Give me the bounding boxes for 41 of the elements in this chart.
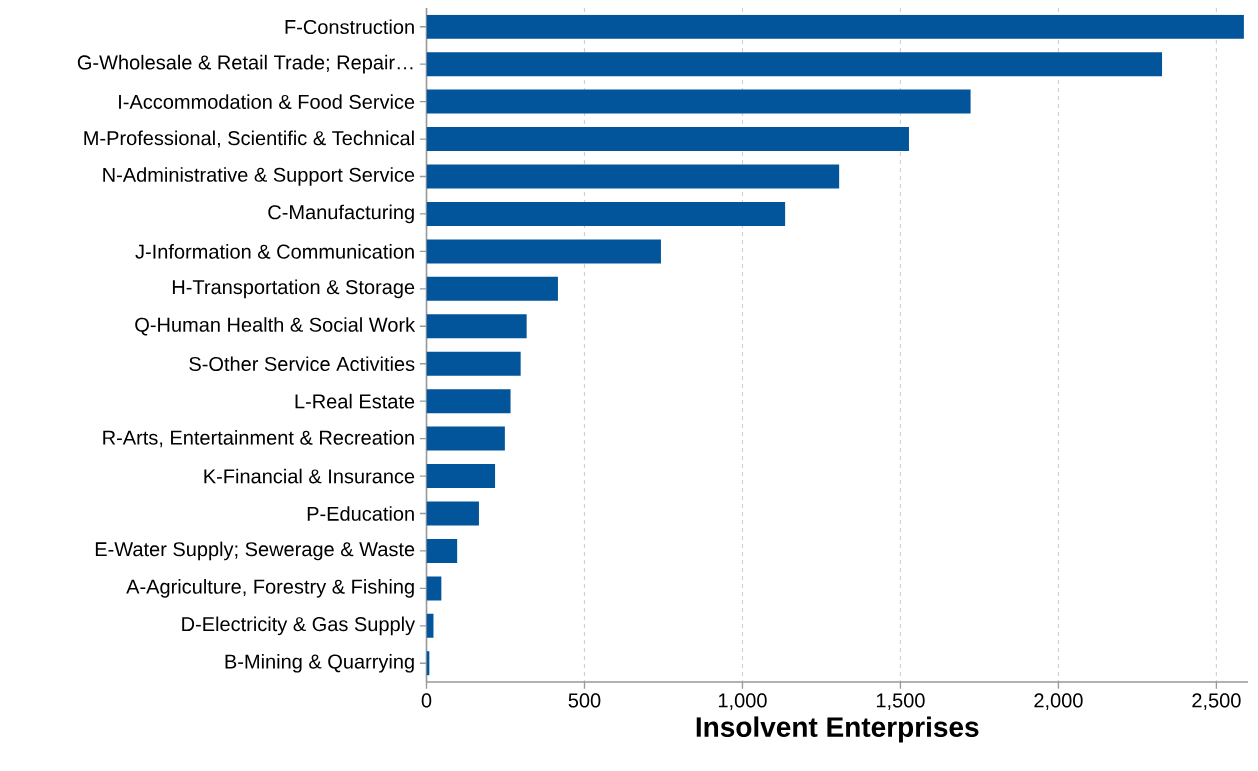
y-tick-label: H-Transportation & Storage — [172, 279, 415, 299]
bar — [426, 201, 786, 226]
y-tick-label: I-Accommodation & Food Service — [119, 94, 415, 109]
y-tick-label: E-Water Supply; Sewerage & Waste — [95, 541, 415, 561]
bar — [426, 239, 661, 264]
bar — [426, 127, 909, 152]
x-tick-label: 500 — [568, 693, 601, 708]
y-tick-label: S-Other Service Activities — [189, 356, 415, 372]
y-tick-label: J-Information & Communication — [135, 244, 414, 259]
bar — [426, 501, 479, 526]
y-tick-label: N-Administrative & Support Service — [103, 167, 415, 186]
y-tick-label: R-Arts, Entertainment & Recreation — [103, 430, 414, 448]
bar — [426, 389, 511, 414]
bar — [426, 314, 527, 339]
bar — [426, 576, 442, 601]
bar — [426, 14, 1244, 39]
y-tick-label: P-Education — [307, 506, 414, 521]
y-tick-label: L-Real Estate — [295, 393, 415, 409]
y-tick-label: G-Wholesale & Retail Trade; Repair… — [77, 54, 413, 74]
bar — [426, 89, 971, 114]
bar — [426, 164, 840, 189]
y-tick-label: D-Electricity & Gas Supply — [182, 616, 416, 636]
y-tick-label: F-Construction — [285, 19, 414, 35]
y-tick-label: A-Agriculture, Forestry & Fishing — [126, 579, 414, 598]
bar — [426, 276, 558, 301]
y-tick-label: M-Professional, Scientific & Technical — [84, 130, 414, 148]
bar — [426, 538, 458, 563]
y-tick-label: K-Financial & Insurance — [204, 468, 415, 484]
x-tick-label: 0 — [421, 693, 432, 708]
x-tick-label: 1,000 — [718, 693, 767, 710]
y-tick-label: Q-Human Health & Social Work — [135, 317, 416, 336]
y-tick-label: C-Manufacturing — [268, 204, 414, 224]
bar — [426, 351, 521, 376]
x-tick-label: 2,000 — [1034, 693, 1083, 710]
bar — [426, 464, 496, 489]
y-tick-label: B-Mining & Quarrying — [225, 653, 414, 673]
bar — [426, 52, 1163, 77]
x-axis-title: Insolvent Enterprises — [696, 716, 979, 743]
x-tick-label: 1,500 — [876, 693, 925, 710]
bar — [426, 426, 505, 451]
x-tick-label: 2,500 — [1192, 693, 1241, 710]
